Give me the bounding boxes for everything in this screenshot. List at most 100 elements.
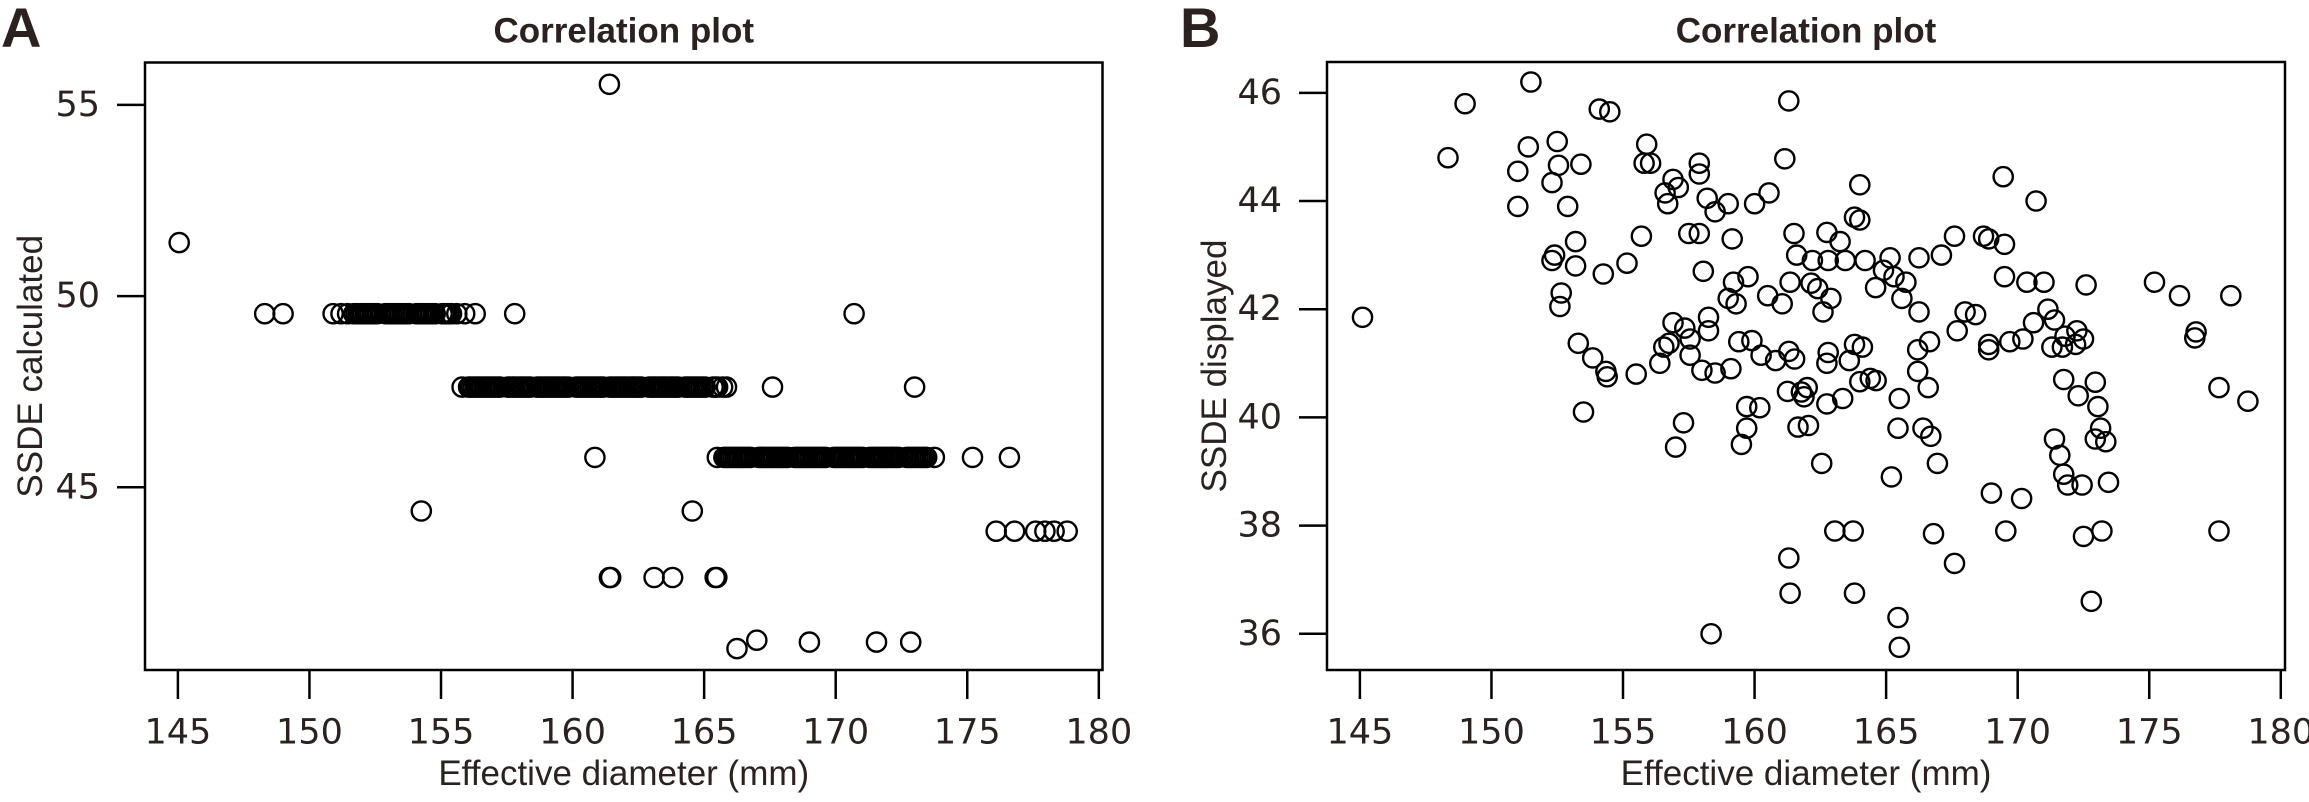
x-tick-label-a: 160 [539,713,606,753]
y-tick-label-b: 38 [1237,506,1282,546]
data-point-b [1817,341,1839,364]
data-point-b [1816,393,1838,415]
data-point-b [1964,303,1987,326]
data-point-b [1801,249,1824,272]
data-point-b [1816,352,1838,375]
data-point-b [2056,474,2079,496]
data-point-b [1993,265,2016,288]
plot-box-a [143,61,1104,672]
data-point-b [2208,520,2230,542]
data-point-b [1564,255,1587,277]
x-axis-label-a: Effective diameter (mm) [438,754,809,793]
data-point-b [2022,311,2045,334]
x-tick-label-b: 160 [1721,713,1788,753]
data-point-b [2237,390,2259,413]
data-point-b [1778,547,1800,569]
data-point-b [1854,249,1876,272]
data-point-b [1635,133,1658,155]
data-point-a [694,376,717,398]
x-tick-label-a: 145 [144,713,211,753]
data-point-b [2052,463,2075,486]
data-point-b [1639,152,1662,174]
y-tick-label-a: 55 [55,85,100,125]
data-point-b [1849,173,1871,196]
data-point-b [2091,520,2113,542]
data-point-b [1816,221,1838,244]
data-point-a [1043,520,1065,543]
data-point-b [2143,271,2166,294]
data-point-a [440,302,463,325]
data-point-b [1895,271,1917,294]
data-point-b [1796,376,1818,399]
data-point-b [1743,192,1766,215]
data-point-b [1730,433,1753,456]
data-point-b [2097,471,2120,494]
data-point-b [1735,395,1758,418]
data-point-b [1697,306,1720,329]
data-point-b [2016,271,2038,294]
data-point-b [1829,230,1851,253]
data-point-b [2043,309,2066,331]
data-point-b [1737,265,1759,288]
data-point-b [1864,276,1887,299]
data-point-b [1704,362,1726,384]
data-point-b [1778,90,1800,112]
data-point-a [322,302,344,325]
data-point-a [865,631,888,653]
data-point-b [1688,222,1711,245]
plot-box-b [1325,60,2287,672]
data-point-b [1926,452,1949,475]
data-point-b [2012,328,2034,350]
data-point-b [1653,336,1675,358]
data-point-a [464,302,487,325]
data-point-b [1977,333,2000,356]
data-point-b [1667,176,1690,199]
data-point-b [1664,436,1687,458]
data-point-b [1656,192,1679,215]
data-point-b [1849,209,1871,231]
data-point-b [1887,606,1909,629]
data-point-a [453,302,476,325]
chart-title-a: Correlation plot [493,12,754,51]
data-point-b [1658,332,1680,355]
data-point-b [1720,357,1742,380]
data-point-b [1654,182,1676,204]
data-point-b [1758,182,1780,204]
data-point-b [1674,317,1696,339]
data-point-a [715,376,738,398]
data-point-b [1437,146,1459,169]
data-point-b [1883,265,1905,288]
data-point-a [584,446,606,469]
data-point-a [843,302,865,325]
data-point-b [1700,623,1722,645]
data-point-b [1633,152,1655,174]
x-tick-label-a: 150 [276,713,343,753]
data-point-b [1507,160,1529,183]
data-point-b [2037,298,2059,321]
data-point-b [2072,525,2095,548]
data-point-b [2033,271,2055,294]
data-point-a [598,73,621,96]
data-point-a [599,566,622,589]
data-point-a [168,231,190,254]
data-point-b [1843,582,1866,605]
data-point-b [1351,306,1374,329]
data-point-b [1756,284,1779,307]
data-point-b [1649,352,1671,375]
data-point-b [2208,376,2230,399]
data-point-a [1003,520,1026,543]
data-point-b [1692,260,1715,283]
data-point-a [761,376,784,398]
y-tick-label-b: 42 [1237,289,1282,329]
data-point-b [1888,387,1911,410]
data-point-b [1977,228,2000,250]
data-point-a [923,446,946,469]
x-tick-label-a: 180 [1065,713,1132,753]
data-point-b [1918,330,1941,353]
data-points-a [168,73,1078,660]
x-tick-label-a: 165 [671,713,738,753]
data-point-b [1546,130,1568,153]
x-tick-label-b: 155 [1590,713,1657,753]
data-point-b [1697,319,1720,342]
